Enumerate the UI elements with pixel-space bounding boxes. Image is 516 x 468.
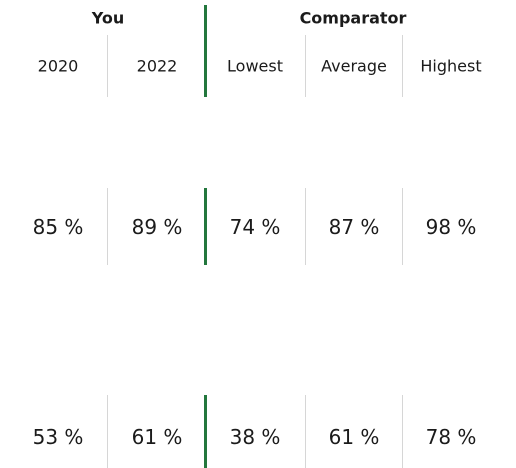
- column-divider: [305, 395, 306, 468]
- cell-value: 53 %: [32, 425, 84, 449]
- group-divider: [204, 188, 207, 265]
- column-divider: [107, 395, 108, 468]
- cell-value: 98 %: [425, 215, 477, 239]
- column-divider: [107, 188, 108, 265]
- cell-value: 87 %: [328, 215, 380, 239]
- cell-value: 78 %: [425, 425, 477, 449]
- column-header: Lowest: [227, 56, 283, 76]
- group-header: Comparator: [299, 8, 407, 28]
- column-divider: [402, 35, 403, 97]
- cell-value: 85 %: [32, 215, 84, 239]
- cell-value: 61 %: [328, 425, 380, 449]
- group-header: You: [91, 8, 125, 28]
- group-divider: [204, 5, 207, 97]
- column-divider: [402, 188, 403, 265]
- group-divider: [204, 395, 207, 468]
- cell-value: 38 %: [229, 425, 281, 449]
- cell-value: 74 %: [229, 215, 281, 239]
- column-header: Highest: [420, 56, 482, 76]
- column-header: 2020: [37, 56, 79, 76]
- column-header: Average: [321, 56, 387, 76]
- column-divider: [107, 35, 108, 97]
- cell-value: 89 %: [131, 215, 183, 239]
- column-divider: [305, 35, 306, 97]
- column-header: 2022: [136, 56, 178, 76]
- column-divider: [305, 188, 306, 265]
- cell-value: 61 %: [131, 425, 183, 449]
- column-divider: [402, 395, 403, 468]
